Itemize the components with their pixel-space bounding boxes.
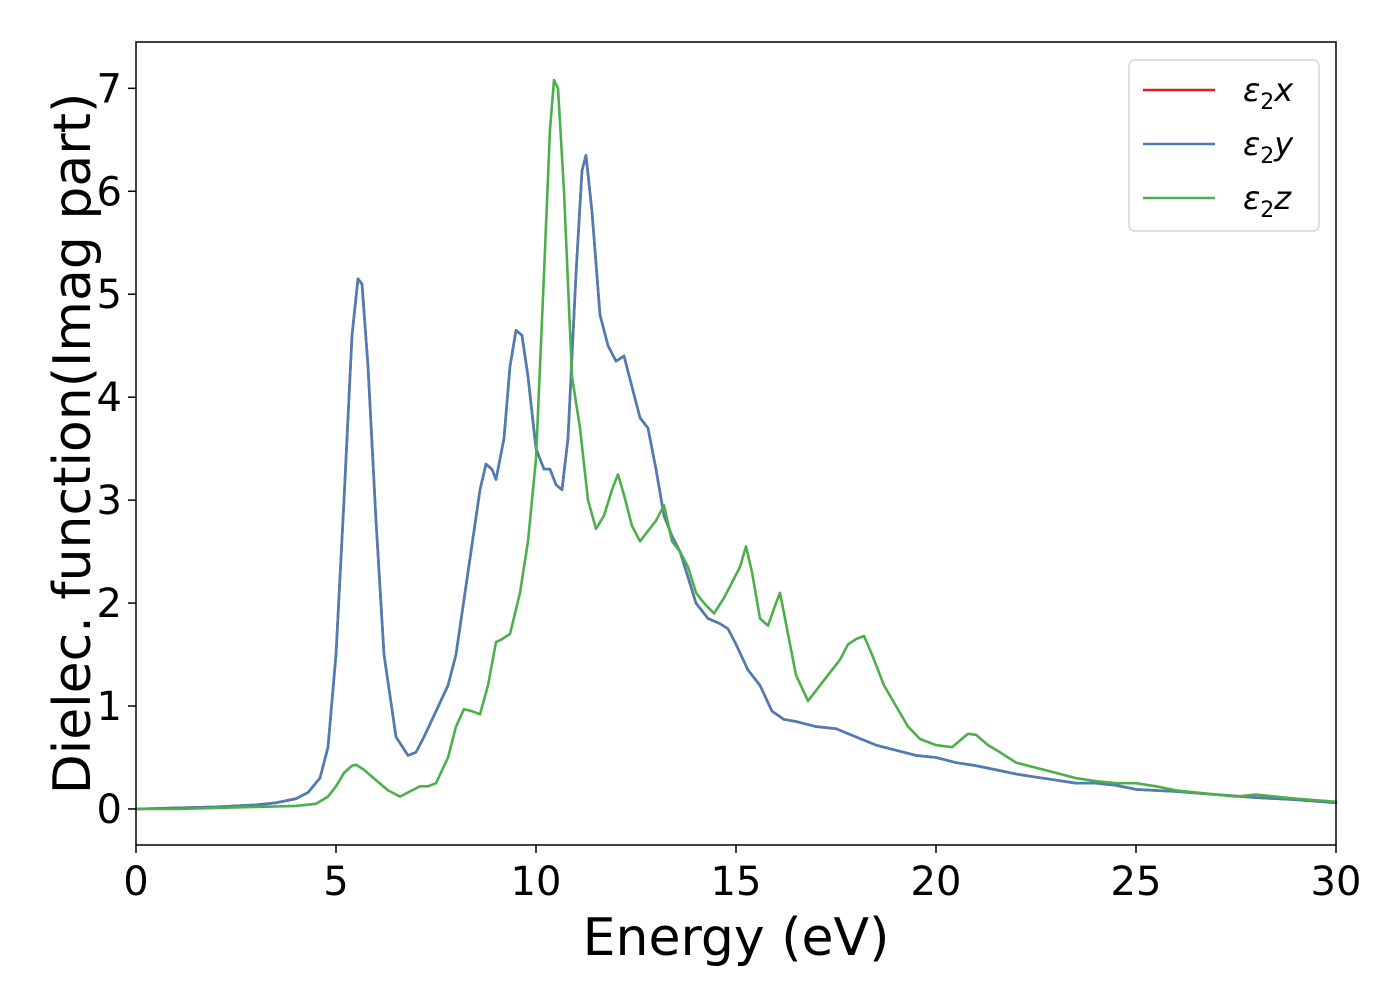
legend-label-z: ε2z — [1243, 179, 1292, 223]
y-axis-ticks: 0 1 2 3 4 5 6 7 — [97, 66, 136, 833]
x-tick-label: 15 — [711, 859, 762, 905]
y-tick-label: 6 — [97, 169, 122, 215]
y-tick-label: 2 — [97, 581, 122, 627]
x-tick-label: 25 — [1111, 859, 1162, 905]
legend-label-y: ε2y — [1243, 125, 1294, 169]
legend-label-x: ε2x — [1243, 71, 1294, 115]
y-tick-label: 7 — [97, 66, 122, 112]
y-axis-title: Dielec. function(Imag part) — [43, 93, 103, 795]
series-line-y — [134, 153, 1338, 811]
x-tick-label: 0 — [123, 859, 148, 905]
x-tick-label: 30 — [1311, 859, 1362, 905]
y-tick-label: 0 — [97, 787, 122, 833]
y-tick-label: 4 — [97, 375, 122, 421]
x-axis-title: Energy (eV) — [583, 908, 890, 968]
y-tick-label: 1 — [97, 684, 122, 730]
x-tick-label: 10 — [511, 859, 562, 905]
y-tick-label: 5 — [97, 272, 122, 318]
series-layer — [134, 78, 1338, 811]
y-tick-label: 3 — [97, 478, 122, 524]
x-tick-label: 5 — [323, 859, 348, 905]
legend: ε2x ε2y ε2z — [1128, 59, 1320, 232]
series-line-z — [134, 78, 1338, 811]
series-line-x — [134, 153, 1338, 811]
x-tick-label: 20 — [911, 859, 962, 905]
legend-box — [1128, 59, 1320, 232]
x-axis-ticks: 0 5 10 15 20 25 30 — [123, 845, 1361, 905]
